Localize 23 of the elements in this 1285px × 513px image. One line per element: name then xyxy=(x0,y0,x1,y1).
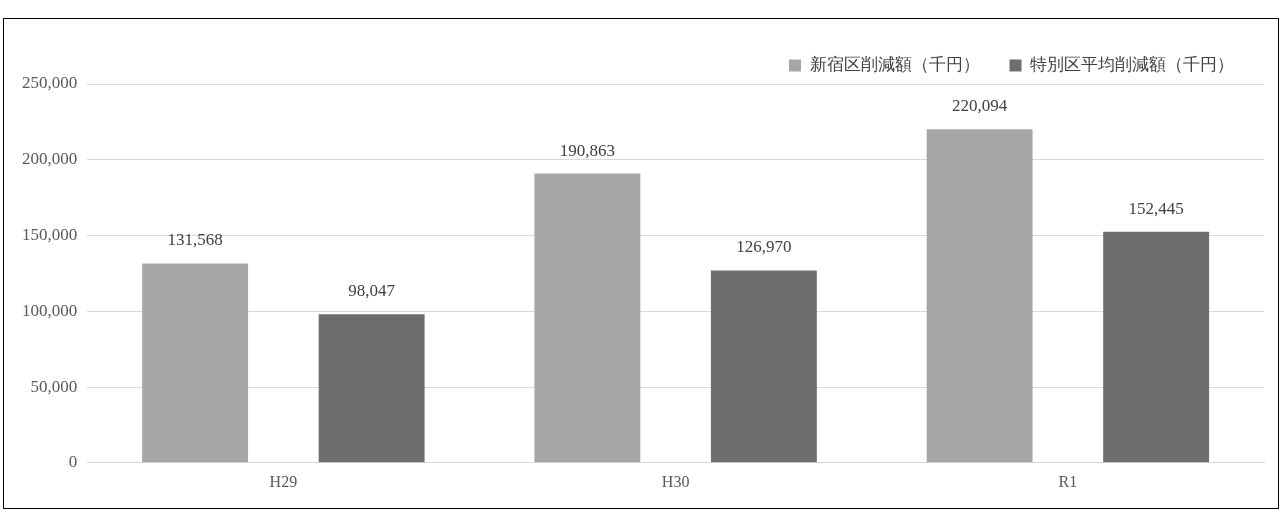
bar xyxy=(534,173,641,463)
bar xyxy=(142,263,249,463)
y-tick-label: 200,000 xyxy=(22,149,78,169)
bar xyxy=(926,129,1033,463)
x-tick-label: H30 xyxy=(661,472,690,490)
x-tick-label: R1 xyxy=(1058,472,1078,490)
y-tick-label: 150,000 xyxy=(22,224,78,244)
data-label: 190,863 xyxy=(559,140,615,160)
data-label: 220,094 xyxy=(951,96,1008,116)
bar xyxy=(710,270,817,463)
data-label: 131,568 xyxy=(167,230,223,250)
data-label: 126,970 xyxy=(736,237,792,257)
bar xyxy=(318,314,425,463)
data-label: 152,445 xyxy=(1128,198,1184,218)
data-label: 98,047 xyxy=(348,281,396,301)
y-tick-label: 0 xyxy=(68,452,78,472)
y-tick-label: 250,000 xyxy=(22,73,78,93)
x-tick-label: H29 xyxy=(269,472,298,490)
legend-label: 特別区平均削減額（千円） xyxy=(1030,54,1234,74)
y-tick-label: 50,000 xyxy=(30,376,78,396)
y-tick-label: 100,000 xyxy=(22,300,78,320)
bar xyxy=(1103,231,1210,463)
legend-label: 新宿区削減額（千円） xyxy=(809,54,980,74)
